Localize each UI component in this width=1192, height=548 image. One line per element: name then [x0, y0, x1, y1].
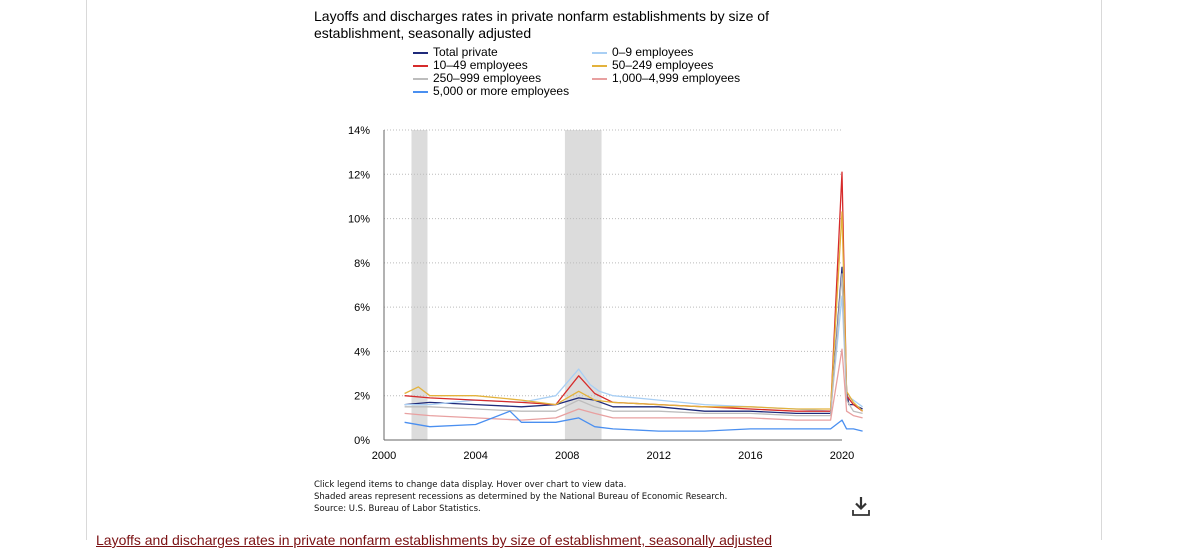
legend-label: 1,000–4,999 employees [612, 71, 741, 85]
legend-item-50-249[interactable]: 50–249 employees [592, 59, 740, 72]
legend-swatch [413, 64, 428, 67]
recession-band [411, 130, 428, 440]
y-tick-label: 0% [354, 435, 370, 447]
legend-item-10-49[interactable]: 10–49 employees [413, 59, 569, 72]
y-tick-label: 6% [354, 302, 370, 314]
line-chart[interactable]: 0% 2% 4% 6% 8% 10% 12% 14% 2000 2004 2008 2012 2016 2… [330, 120, 870, 470]
y-tick-label: 10% [348, 214, 370, 226]
series-line-5-000-or-more-employees[interactable] [404, 410, 863, 432]
legend-swatch [413, 90, 428, 93]
legend-item-0-9[interactable]: 0–9 employees [592, 46, 740, 59]
legend-swatch [592, 64, 607, 67]
series-line-10-49-employees[interactable] [404, 171, 863, 412]
legend-item-total-private[interactable]: Total private [413, 46, 569, 59]
chart-title: Layoffs and discharges rates in private … [314, 8, 769, 41]
axis-layer [383, 130, 842, 441]
x-tick-label: 2008 [555, 450, 579, 462]
series-line-250-999-employees[interactable] [404, 273, 863, 417]
download-button[interactable] [849, 494, 873, 518]
note-line-2: Shaded areas represent recessions as det… [314, 492, 728, 502]
legend-label: 10–49 employees [433, 58, 528, 72]
x-tick-label: 2004 [463, 450, 487, 462]
note-line-3: Source: U.S. Bureau of Labor Statistics. [314, 504, 481, 514]
x-tick-label: 2020 [830, 450, 854, 462]
legend-column-2: 0–9 employees 50–249 employees 1,000–4,9… [592, 46, 740, 85]
page-frame-right [1101, 0, 1102, 540]
series-line-50-249-employees[interactable] [404, 211, 864, 412]
series-line-1-000-4-999-employees[interactable] [404, 348, 863, 421]
recession-shading-layer [411, 130, 602, 440]
page-frame-left [86, 0, 87, 540]
series-layer[interactable] [404, 171, 864, 432]
legend-swatch [592, 51, 607, 54]
x-tick-label: 2000 [372, 450, 396, 462]
legend-swatch [592, 77, 607, 80]
tick-labels-layer: 0% 2% 4% 6% 8% 10% 12% 14% 2000 2004 2008 2012 2016 2… [348, 125, 854, 462]
legend-item-1000-4999[interactable]: 1,000–4,999 employees [592, 72, 740, 85]
x-tick-label: 2016 [738, 450, 762, 462]
gridlines-layer [384, 129, 842, 397]
legend-item-250-999[interactable]: 250–999 employees [413, 72, 569, 85]
series-line-total-private[interactable] [404, 266, 863, 415]
bottom-heading-link[interactable]: Layoffs and discharges rates in private … [96, 532, 772, 548]
legend-swatch [413, 51, 428, 54]
legend-column-1: Total private 10–49 employees 250–999 em… [413, 46, 569, 98]
legend-swatch [413, 77, 428, 80]
y-tick-label: 14% [348, 125, 370, 137]
legend-label: Total private [433, 45, 498, 59]
note-line-1: Click legend items to change data displa… [314, 480, 627, 490]
legend-item-5000-plus[interactable]: 5,000 or more employees [413, 85, 569, 98]
legend-label: 0–9 employees [612, 45, 694, 59]
series-line-0-9-employees[interactable] [404, 295, 863, 412]
y-tick-label: 8% [354, 258, 370, 270]
legend-label: 5,000 or more employees [433, 84, 570, 98]
y-tick-label: 2% [354, 391, 370, 403]
legend-label: 250–999 employees [433, 71, 542, 85]
download-icon [852, 497, 870, 516]
chart-notes: Click legend items to change data displa… [314, 479, 727, 515]
x-tick-label: 2012 [647, 450, 671, 462]
legend-label: 50–249 employees [612, 58, 714, 72]
y-tick-label: 4% [354, 346, 370, 358]
y-tick-label: 12% [348, 169, 370, 181]
